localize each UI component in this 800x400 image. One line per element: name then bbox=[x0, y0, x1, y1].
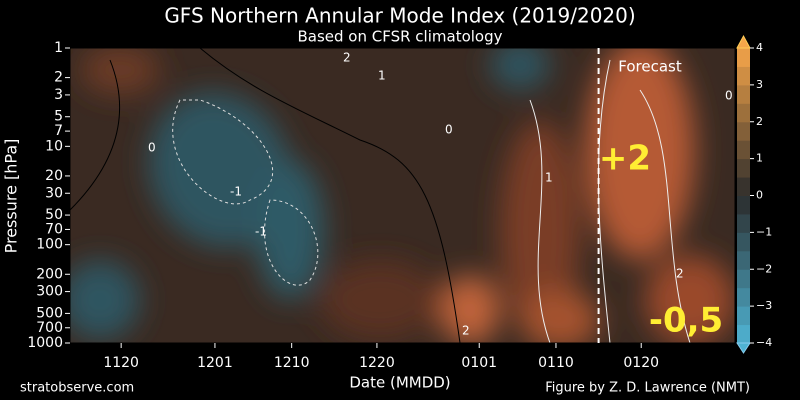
colorbar-tick-label: 3 bbox=[756, 78, 763, 91]
x-tick-label: 1210 bbox=[274, 355, 310, 371]
colorbar-tick-label: −1 bbox=[756, 225, 772, 238]
colorbar-band bbox=[737, 213, 750, 233]
y-tick-label: 1000 bbox=[27, 335, 63, 351]
contour-label: 0 bbox=[148, 141, 156, 155]
contour-label: 2 bbox=[462, 324, 470, 338]
colorbar-tick-label: −4 bbox=[756, 336, 772, 349]
annotation: +2 bbox=[599, 139, 651, 179]
y-tick-label: 1 bbox=[54, 40, 63, 56]
contour-label: 1 bbox=[545, 171, 553, 185]
y-tick-label: 3 bbox=[54, 87, 63, 103]
colorbar-band bbox=[737, 232, 750, 252]
x-tick-label: 0101 bbox=[461, 355, 497, 371]
colorbar-band bbox=[737, 195, 750, 215]
y-tick-label: 200 bbox=[36, 266, 63, 282]
y-tick-label: 2 bbox=[54, 70, 63, 86]
colorbar-band bbox=[737, 140, 750, 160]
y-tick-label: 50 bbox=[45, 207, 63, 223]
source: stratobserve.com bbox=[20, 381, 134, 396]
colorbar-band bbox=[737, 324, 750, 344]
y-axis-label: Pressure [hPa] bbox=[2, 139, 21, 254]
forecast-label: Forecast bbox=[618, 58, 682, 76]
colorbar-band bbox=[737, 177, 750, 196]
x-tick-label: 1120 bbox=[103, 355, 139, 371]
colorbar-band bbox=[737, 48, 750, 67]
colorbar-tick-label: 0 bbox=[756, 189, 763, 202]
y-tick-label: 10 bbox=[45, 138, 63, 154]
y-tick-label: 20 bbox=[45, 168, 63, 184]
colorbar-band bbox=[737, 66, 750, 86]
colorbar-tick-label: 1 bbox=[756, 152, 763, 165]
colorbar-tick-label: −2 bbox=[756, 262, 772, 275]
x-tick-label: 0110 bbox=[538, 355, 574, 371]
chart-subtitle: Based on CFSR climatology bbox=[297, 28, 502, 46]
credit: Figure by Z. D. Lawrence (NMT) bbox=[545, 381, 750, 396]
x-tick-label: 0120 bbox=[623, 355, 659, 371]
y-tick-label: 500 bbox=[36, 305, 63, 321]
contour-label: -1 bbox=[255, 225, 267, 239]
contour-label: 2 bbox=[343, 51, 351, 65]
contour-field: 0 -1 -1 1 2 0 1 2 0 2 bbox=[70, 48, 735, 343]
contour-label: 2 bbox=[676, 267, 684, 281]
colorbar-extend bbox=[736, 342, 751, 354]
y-tick-label: 700 bbox=[36, 320, 63, 336]
colorbar-tick-label: 2 bbox=[756, 115, 763, 128]
colorbar-band bbox=[737, 287, 750, 307]
colorbar-band bbox=[737, 250, 750, 270]
colorbar-band bbox=[737, 121, 750, 141]
y-tick-label: 5 bbox=[54, 109, 63, 125]
y-tick-label: 70 bbox=[45, 221, 63, 237]
y-tick-label: 30 bbox=[45, 185, 63, 201]
contour-label: -1 bbox=[230, 185, 242, 199]
plot-frame bbox=[69, 47, 736, 344]
x-tick-label: 1201 bbox=[197, 355, 233, 371]
colorbar-band bbox=[737, 103, 750, 123]
colorbar-band bbox=[737, 84, 750, 104]
colorbar-tick-label: −3 bbox=[756, 299, 772, 312]
y-tick-label: 7 bbox=[54, 123, 63, 139]
y-tick-label: 300 bbox=[36, 284, 63, 300]
colorbar-tick-label: 4 bbox=[756, 41, 763, 54]
y-tick-label: 100 bbox=[36, 237, 63, 253]
colorbar-band bbox=[737, 306, 750, 326]
x-tick-label: 1220 bbox=[359, 355, 395, 371]
colorbar-band bbox=[737, 269, 750, 289]
contour-label: 1 bbox=[378, 69, 386, 83]
colorbar-extend bbox=[736, 34, 751, 49]
contour-label: 0 bbox=[445, 123, 453, 137]
colorbar-band bbox=[737, 158, 750, 178]
x-axis-label: Date (MMDD) bbox=[349, 374, 450, 392]
annotation: -0,5 bbox=[649, 301, 723, 341]
chart-title: GFS Northern Annular Mode Index (2019/20… bbox=[164, 4, 635, 28]
contour-label: 0 bbox=[725, 89, 733, 103]
